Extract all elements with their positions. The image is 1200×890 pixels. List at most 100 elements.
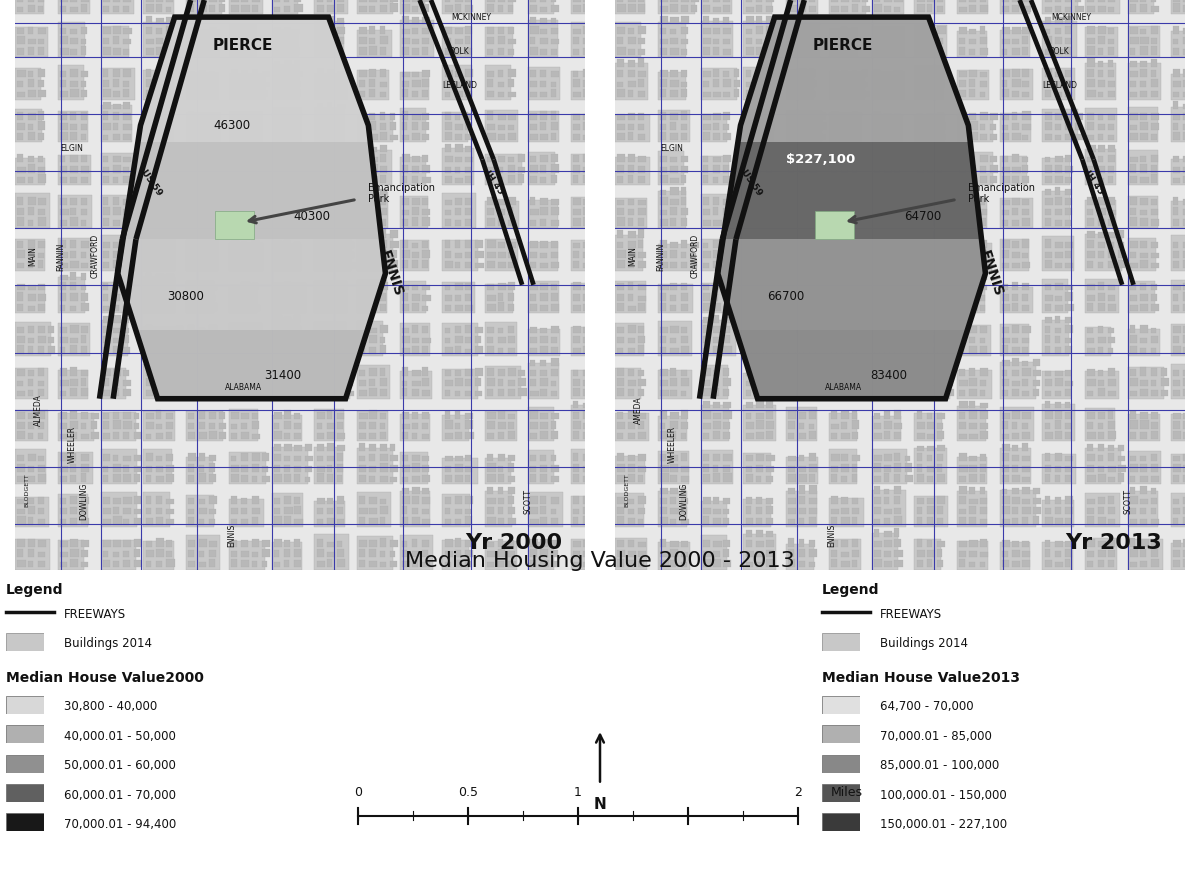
Bar xyxy=(1022,560,1030,567)
Bar xyxy=(1130,61,1138,67)
Bar xyxy=(317,37,323,44)
Bar xyxy=(284,157,293,162)
Bar xyxy=(1013,220,1019,225)
Bar xyxy=(874,507,881,514)
Bar xyxy=(124,560,130,567)
Text: 100,000.01 - 150,000: 100,000.01 - 150,000 xyxy=(880,789,1007,802)
Bar xyxy=(1183,49,1190,54)
Bar xyxy=(799,79,806,87)
Bar xyxy=(370,157,378,162)
Bar xyxy=(660,38,668,44)
Bar xyxy=(188,379,194,386)
Bar xyxy=(508,380,515,386)
Bar xyxy=(1000,113,1031,142)
Bar xyxy=(229,244,263,271)
Bar xyxy=(604,283,608,290)
Bar xyxy=(60,282,66,290)
Bar xyxy=(232,465,239,472)
Bar xyxy=(113,156,121,162)
Bar xyxy=(786,194,820,228)
Bar xyxy=(220,412,226,418)
Bar xyxy=(274,325,282,333)
Bar xyxy=(326,28,335,34)
Bar xyxy=(455,144,463,152)
Bar xyxy=(422,498,431,504)
Bar xyxy=(58,322,90,356)
Bar xyxy=(359,549,365,557)
Bar xyxy=(402,89,408,97)
Bar xyxy=(145,390,154,396)
Bar xyxy=(145,541,152,546)
Bar xyxy=(166,390,174,396)
Bar xyxy=(1140,562,1147,567)
Bar xyxy=(917,326,925,333)
Bar xyxy=(487,498,496,504)
Bar xyxy=(1098,231,1105,238)
Bar xyxy=(884,72,889,77)
Bar xyxy=(713,123,719,130)
Bar xyxy=(1022,36,1028,44)
Bar xyxy=(628,433,635,439)
Bar xyxy=(294,36,300,44)
Text: 2: 2 xyxy=(794,786,802,799)
Bar xyxy=(1130,48,1135,54)
Bar xyxy=(616,21,641,57)
Bar xyxy=(1140,92,1147,97)
Bar xyxy=(660,285,668,290)
Bar xyxy=(832,380,839,386)
Bar xyxy=(209,91,215,97)
Bar xyxy=(970,506,976,514)
Bar xyxy=(745,47,754,54)
Bar xyxy=(143,158,179,185)
Bar xyxy=(874,36,881,44)
Bar xyxy=(703,348,708,353)
Bar xyxy=(314,237,350,271)
Bar xyxy=(209,335,216,344)
Bar xyxy=(926,0,935,2)
Bar xyxy=(551,508,557,514)
Bar xyxy=(1033,389,1039,396)
Bar xyxy=(271,542,302,570)
Bar xyxy=(188,509,194,514)
Bar xyxy=(1098,114,1103,119)
Bar xyxy=(413,72,420,77)
Bar xyxy=(788,123,794,130)
Bar xyxy=(145,370,152,376)
Bar xyxy=(551,111,557,119)
Bar xyxy=(894,378,902,386)
Bar xyxy=(917,242,923,247)
Bar xyxy=(18,560,25,567)
Bar xyxy=(145,165,154,173)
Bar xyxy=(232,134,238,140)
Bar xyxy=(917,561,923,567)
Bar xyxy=(1013,47,1020,54)
Bar xyxy=(209,431,217,439)
Bar xyxy=(1022,166,1028,173)
Bar xyxy=(832,219,838,225)
Bar xyxy=(680,239,686,247)
Bar xyxy=(38,345,43,353)
Bar xyxy=(445,80,451,87)
Bar xyxy=(359,145,365,152)
Bar xyxy=(852,263,859,268)
Bar xyxy=(1183,198,1190,205)
Bar xyxy=(1002,114,1009,119)
Bar xyxy=(518,378,527,386)
Bar xyxy=(445,420,454,429)
Bar xyxy=(379,562,386,567)
Bar xyxy=(724,368,730,376)
Bar xyxy=(832,112,839,119)
Bar xyxy=(874,123,881,130)
Bar xyxy=(540,294,548,301)
Bar xyxy=(156,252,161,258)
Bar xyxy=(1022,157,1028,162)
Text: 83400: 83400 xyxy=(870,369,907,383)
Bar xyxy=(660,498,667,504)
Bar xyxy=(540,207,548,215)
Bar xyxy=(370,164,378,173)
Bar xyxy=(166,336,175,344)
Bar xyxy=(1013,489,1019,494)
Bar xyxy=(71,37,78,44)
Bar xyxy=(466,134,472,140)
Bar xyxy=(583,38,592,44)
